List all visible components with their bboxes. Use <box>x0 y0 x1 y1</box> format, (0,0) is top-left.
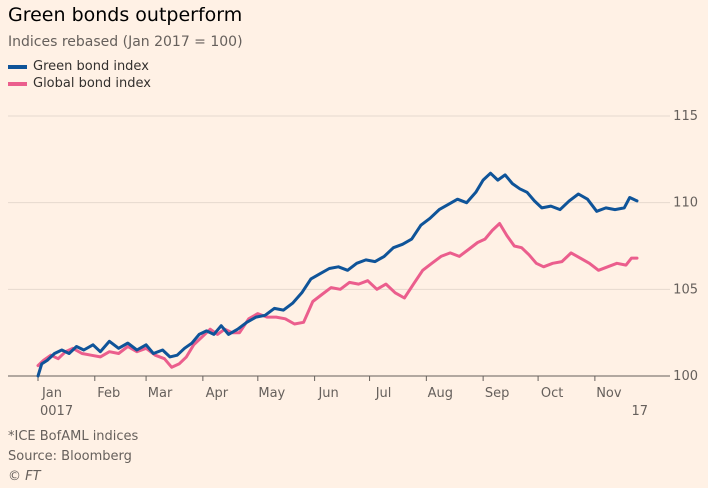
x-tick-label-nov: Nov <box>596 386 622 401</box>
legend-label-global: Global bond index <box>33 76 151 91</box>
footer-copyright: © FT <box>8 469 41 484</box>
legend-item-green: Green bond index <box>8 58 151 75</box>
x-tick-label-oct: Oct <box>541 386 563 401</box>
footer: *ICE BofAML indices Source: Bloomberg © … <box>8 427 138 487</box>
x-year-label-0: 0017 <box>40 404 73 419</box>
x-axis: Jan Feb Mar Apr May Jun Jul Aug Sep Oct Nov 0017 17 <box>37 376 648 419</box>
x-year-label-1: 17 <box>631 404 648 419</box>
y-tick-label-105: 105 <box>673 282 698 297</box>
y-axis: 100 105 110 115 <box>673 109 698 384</box>
footer-source: Source: Bloomberg <box>8 449 132 464</box>
y-tick-label-110: 110 <box>673 196 698 211</box>
legend: Green bond index Global bond index <box>8 58 151 92</box>
footer-note: *ICE BofAML indices <box>8 429 139 444</box>
x-tick-label-mar: Mar <box>148 386 173 401</box>
legend-item-global: Global bond index <box>8 75 151 92</box>
x-tick-label-feb: Feb <box>97 386 120 401</box>
legend-swatch-green <box>8 64 27 69</box>
legend-label-green: Green bond index <box>33 59 149 74</box>
legend-swatch-global <box>8 81 27 86</box>
x-tick-label-jan: Jan <box>41 386 62 401</box>
gridlines <box>8 115 670 377</box>
y-tick-label-115: 115 <box>673 109 698 124</box>
y-tick-label-100: 100 <box>673 369 698 384</box>
series-line-global-bond-index <box>36 222 639 369</box>
x-tick-label-jul: Jul <box>375 386 392 401</box>
x-tick-label-aug: Aug <box>428 386 453 401</box>
x-tick-label-sep: Sep <box>485 386 510 401</box>
chart-subtitle: Indices rebased (Jan 2017 = 100) <box>8 34 243 50</box>
series-line-green-bond-index <box>36 171 639 378</box>
x-tick-label-jun: Jun <box>317 386 338 401</box>
chart-title: Green bonds outperform <box>8 4 243 26</box>
x-tick-label-apr: Apr <box>206 386 229 401</box>
series-lines <box>36 171 639 378</box>
x-tick-label-may: May <box>258 386 285 401</box>
